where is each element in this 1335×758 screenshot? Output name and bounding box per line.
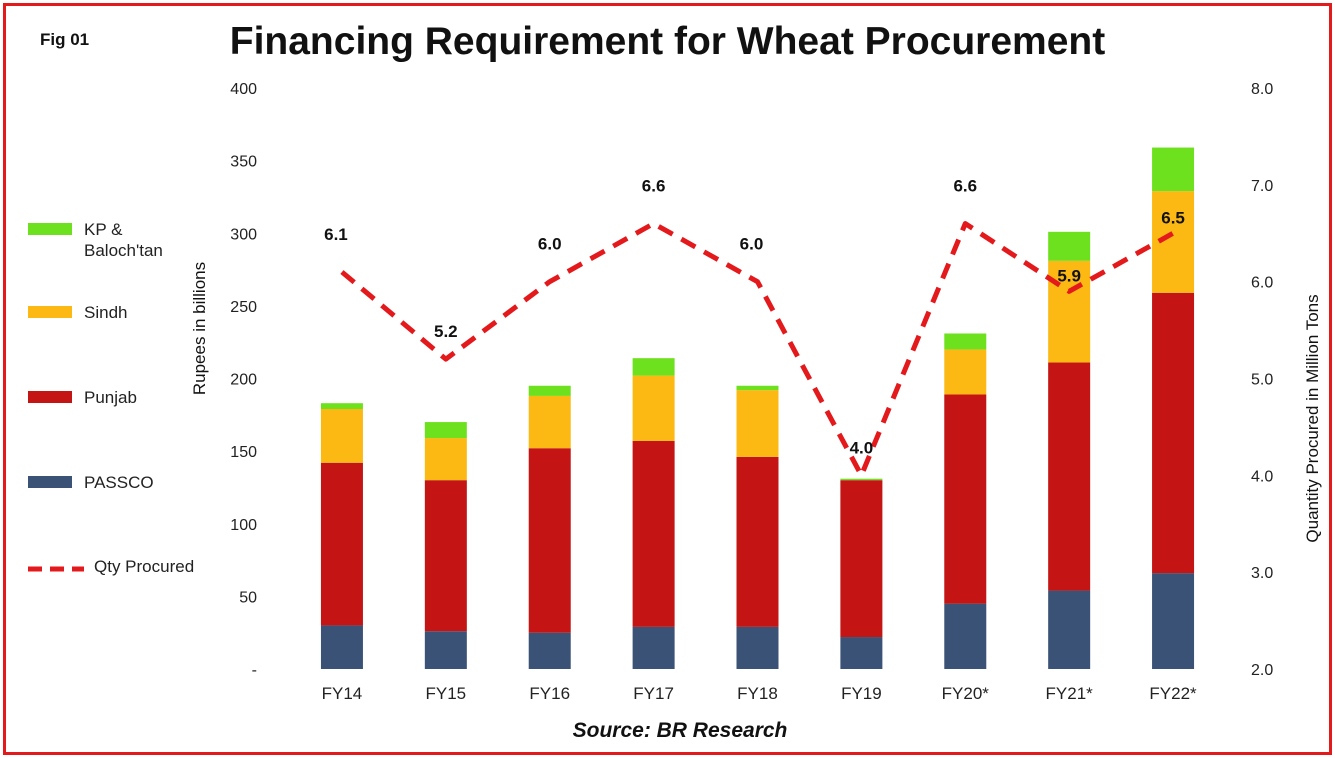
bar-passco-fy20 — [944, 603, 987, 669]
data-label-qty: 6.0 — [740, 235, 764, 254]
bar-sindh-fy15 — [424, 438, 467, 481]
y-tick-label: 350 — [230, 154, 257, 171]
y2-tick-label: 2.0 — [1251, 662, 1273, 679]
bar-kp-baloch-tan-fy14 — [320, 403, 363, 410]
bar-punjab-fy17 — [632, 440, 675, 627]
x-tick-label: FY17 — [633, 684, 674, 703]
legend-swatch-passco — [28, 476, 72, 488]
data-label-qty: 6.1 — [324, 225, 348, 244]
bar-punjab-fy14 — [320, 462, 363, 626]
y-axis-title: Rupees in billions — [190, 262, 209, 395]
bar-passco-fy15 — [424, 631, 467, 669]
bar-sindh-fy20 — [944, 349, 987, 395]
bar-punjab-fy15 — [424, 480, 467, 632]
bar-sindh-fy18 — [736, 390, 779, 457]
legend-item-sindh: Sindh — [28, 302, 194, 323]
figure-label: Fig 01 — [40, 30, 90, 49]
y-tick-label: 50 — [239, 589, 257, 606]
legend-dash-qty-procured — [28, 560, 84, 572]
y2-tick-label: 8.0 — [1251, 81, 1273, 98]
bar-passco-fy16 — [528, 632, 571, 669]
bar-sindh-fy17 — [632, 375, 675, 441]
y-tick-label: 100 — [230, 517, 257, 534]
bar-punjab-fy20 — [944, 394, 987, 604]
data-label-qty: 6.5 — [1161, 208, 1185, 227]
legend-label-sindh: Sindh — [84, 303, 128, 322]
bar-passco-fy19 — [840, 637, 883, 669]
data-label-qty: 5.9 — [1057, 266, 1081, 285]
legend-label-passco: PASSCO — [84, 473, 154, 492]
legend-swatch-sindh — [28, 306, 72, 318]
y2-tick-label: 7.0 — [1251, 178, 1273, 195]
x-tick-label: FY21* — [1046, 684, 1094, 703]
legend-item-passco: PASSCO — [28, 472, 194, 493]
bar-punjab-fy22 — [1152, 292, 1195, 574]
legend-item-punjab: Punjab — [28, 387, 194, 408]
bar-kp-baloch-tan-fy20 — [944, 333, 987, 350]
bar-passco-fy17 — [632, 626, 675, 669]
y2-tick-label: 3.0 — [1251, 565, 1273, 582]
y-tick-label: 400 — [230, 81, 257, 98]
data-label-qty: 6.6 — [642, 177, 666, 196]
legend-label-punjab: Punjab — [84, 388, 137, 407]
x-tick-label: FY16 — [529, 684, 570, 703]
legend-label-kp-balochtan: KP & Baloch'tan — [84, 220, 163, 260]
data-label-qty: 6.0 — [538, 235, 562, 254]
bar-passco-fy22 — [1152, 573, 1195, 669]
bar-sindh-fy14 — [320, 409, 363, 463]
x-tick-label: FY14 — [322, 684, 363, 703]
y-tick-label: - — [252, 662, 257, 679]
bar-kp-baloch-tan-fy16 — [528, 385, 571, 396]
legend-label-qty-procured: Qty Procured — [94, 557, 195, 576]
bar-kp-baloch-tan-fy21 — [1048, 231, 1091, 261]
bar-sindh-fy22 — [1152, 191, 1195, 293]
y-tick-label: 300 — [230, 226, 257, 243]
chart-title: Financing Requirement for Wheat Procurem… — [229, 20, 1106, 63]
bar-passco-fy18 — [736, 626, 779, 669]
legend-swatch-punjab — [28, 391, 72, 403]
y-tick-label: 200 — [230, 372, 257, 389]
bar-punjab-fy16 — [528, 448, 571, 633]
bar-kp-baloch-tan-fy15 — [424, 422, 467, 439]
data-label-qty: 6.6 — [953, 177, 977, 196]
x-tick-label: FY18 — [737, 684, 778, 703]
bar-sindh-fy21 — [1048, 260, 1091, 363]
bar-passco-fy21 — [1048, 590, 1091, 669]
y2-tick-label: 5.0 — [1251, 372, 1273, 389]
data-label-qty: 5.2 — [434, 322, 458, 341]
data-label-qty: 4.0 — [850, 438, 874, 457]
bar-passco-fy14 — [320, 625, 363, 669]
bar-punjab-fy21 — [1048, 362, 1091, 591]
legend-item-qty-procured: Qty Procured — [28, 556, 204, 577]
bar-sindh-fy16 — [528, 395, 571, 449]
y2-tick-label: 6.0 — [1251, 275, 1273, 292]
x-tick-label: FY15 — [426, 684, 467, 703]
chart-frame — [3, 3, 1332, 755]
y-tick-label: 250 — [230, 299, 257, 316]
bar-kp-baloch-tan-fy18 — [736, 385, 779, 391]
legend-item-kp-balochtan: KP & Baloch'tan — [28, 219, 194, 261]
y-tick-label: 150 — [230, 444, 257, 461]
x-tick-label: FY19 — [841, 684, 882, 703]
y2-tick-label: 4.0 — [1251, 468, 1273, 485]
y2-axis-title: Quantity Procured in Million Tons — [1303, 294, 1322, 542]
bar-kp-baloch-tan-fy22 — [1152, 147, 1195, 192]
bar-kp-baloch-tan-fy17 — [632, 358, 675, 376]
bar-kp-baloch-tan-fy19 — [840, 478, 883, 481]
x-tick-label: FY20* — [942, 684, 990, 703]
bar-punjab-fy18 — [736, 456, 779, 627]
x-tick-label: FY22* — [1149, 684, 1197, 703]
bar-punjab-fy19 — [840, 480, 883, 638]
source-note: Source: BR Research — [572, 719, 788, 742]
line-qty-procured — [340, 221, 1175, 478]
legend-swatch-kp-balochtan — [28, 223, 72, 235]
